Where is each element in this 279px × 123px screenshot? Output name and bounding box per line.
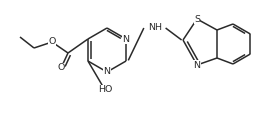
Text: N: N <box>194 61 201 69</box>
Text: O: O <box>57 63 65 72</box>
Text: N: N <box>122 34 129 44</box>
Text: N: N <box>104 68 110 77</box>
Text: O: O <box>48 38 56 46</box>
Text: HO: HO <box>98 85 112 94</box>
Text: NH: NH <box>148 23 162 32</box>
Text: S: S <box>194 15 200 23</box>
